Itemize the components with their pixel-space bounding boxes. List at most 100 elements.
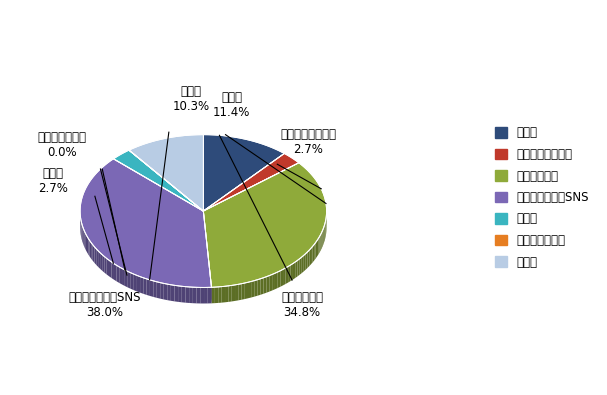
Polygon shape [129, 150, 203, 211]
Polygon shape [119, 267, 122, 284]
Polygon shape [288, 265, 291, 282]
Polygon shape [318, 237, 319, 255]
Polygon shape [257, 279, 260, 296]
Polygon shape [316, 241, 317, 259]
Polygon shape [263, 277, 266, 294]
Polygon shape [275, 272, 278, 289]
Polygon shape [260, 278, 263, 295]
Polygon shape [86, 234, 87, 252]
Polygon shape [168, 284, 171, 301]
Polygon shape [314, 243, 316, 260]
Polygon shape [266, 276, 270, 293]
Polygon shape [310, 248, 311, 266]
Polygon shape [137, 275, 140, 293]
Polygon shape [90, 241, 91, 259]
Polygon shape [283, 268, 286, 285]
Polygon shape [147, 279, 150, 296]
Polygon shape [286, 267, 288, 284]
Polygon shape [306, 252, 308, 270]
Polygon shape [308, 250, 310, 268]
Polygon shape [140, 276, 143, 294]
Polygon shape [203, 135, 284, 211]
Polygon shape [91, 243, 93, 261]
Polygon shape [203, 211, 211, 303]
Polygon shape [114, 150, 203, 211]
Polygon shape [293, 262, 295, 280]
Polygon shape [164, 283, 168, 300]
Polygon shape [228, 286, 232, 302]
Polygon shape [225, 286, 228, 302]
Polygon shape [197, 287, 200, 303]
Polygon shape [242, 283, 245, 300]
Polygon shape [84, 229, 85, 248]
Polygon shape [97, 249, 98, 267]
Polygon shape [100, 253, 102, 271]
Polygon shape [304, 254, 306, 271]
Polygon shape [174, 285, 178, 302]
Polygon shape [270, 275, 272, 292]
Polygon shape [178, 286, 181, 302]
Polygon shape [291, 263, 293, 281]
Text: テレビ・ラジオ
0.0%: テレビ・ラジオ 0.0% [37, 130, 86, 158]
Polygon shape [219, 287, 222, 303]
Polygon shape [154, 281, 157, 298]
Polygon shape [254, 280, 257, 297]
Polygon shape [297, 259, 300, 276]
Polygon shape [171, 285, 174, 301]
Polygon shape [322, 228, 324, 246]
Polygon shape [203, 163, 327, 287]
Polygon shape [320, 233, 322, 251]
Text: ホームページやSNS
38.0%: ホームページやSNS 38.0% [69, 291, 141, 319]
Polygon shape [203, 154, 299, 211]
Polygon shape [181, 286, 186, 303]
Polygon shape [200, 288, 204, 303]
Polygon shape [189, 287, 193, 303]
Polygon shape [81, 223, 82, 241]
Polygon shape [245, 282, 248, 299]
Polygon shape [232, 285, 235, 301]
Polygon shape [248, 282, 251, 298]
Polygon shape [193, 287, 197, 303]
Polygon shape [313, 245, 314, 262]
Polygon shape [208, 287, 211, 303]
Polygon shape [204, 288, 208, 303]
Polygon shape [134, 274, 137, 292]
Polygon shape [300, 257, 302, 275]
Text: 口コミ
2.7%: 口コミ 2.7% [38, 167, 68, 196]
Polygon shape [129, 135, 203, 211]
Polygon shape [93, 245, 95, 263]
Polygon shape [280, 269, 283, 287]
Polygon shape [143, 278, 147, 295]
Polygon shape [215, 287, 219, 303]
Text: その他
10.3%: その他 10.3% [172, 85, 209, 113]
Polygon shape [107, 258, 109, 276]
Polygon shape [88, 239, 90, 257]
Polygon shape [122, 269, 125, 286]
Polygon shape [157, 282, 160, 299]
Polygon shape [319, 235, 320, 253]
Polygon shape [311, 246, 313, 264]
Polygon shape [131, 273, 134, 290]
Polygon shape [160, 283, 164, 299]
Polygon shape [186, 287, 189, 303]
Text: 自治体印刷物
34.8%: 自治体印刷物 34.8% [281, 291, 323, 319]
Polygon shape [82, 225, 83, 243]
Polygon shape [272, 273, 275, 290]
Polygon shape [125, 270, 128, 288]
Polygon shape [83, 228, 84, 246]
Polygon shape [317, 239, 318, 257]
Polygon shape [80, 159, 211, 288]
Polygon shape [102, 255, 104, 273]
Polygon shape [251, 280, 254, 297]
Polygon shape [95, 247, 97, 265]
Polygon shape [295, 260, 297, 278]
Polygon shape [239, 284, 242, 300]
Text: 広報誌
11.4%: 広報誌 11.4% [213, 91, 250, 119]
Polygon shape [114, 264, 117, 281]
Text: ポスター・チラシ
2.7%: ポスター・チラシ 2.7% [280, 128, 336, 156]
Polygon shape [302, 255, 304, 273]
Legend: 広報誌, ポスター・チラシ, 自治体印刷物, ホームページやSNS, 口コミ, テレビ・ラジオ, その他: 広報誌, ポスター・チラシ, 自治体印刷物, ホームページやSNS, 口コミ, … [491, 123, 592, 272]
Polygon shape [324, 224, 325, 243]
Polygon shape [222, 286, 225, 303]
Polygon shape [87, 236, 88, 254]
